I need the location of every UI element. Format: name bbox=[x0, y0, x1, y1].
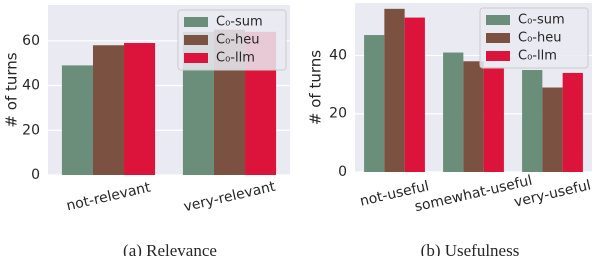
legend-swatch bbox=[184, 35, 208, 45]
legend-swatch bbox=[184, 53, 208, 63]
legend-label: C₀-heu bbox=[216, 33, 259, 48]
caption: (a) Relevance bbox=[123, 241, 217, 256]
x-tick-label: not-relevant bbox=[65, 179, 153, 214]
legend-swatch bbox=[184, 17, 208, 27]
legend-label: C₀-sum bbox=[518, 13, 565, 28]
bar bbox=[443, 52, 464, 172]
legend-label: C₀-sum bbox=[216, 15, 263, 30]
legend-label: C₀-heu bbox=[518, 31, 561, 46]
legend-label: C₀-llm bbox=[216, 51, 255, 66]
x-tick-label: very-relevant bbox=[182, 179, 277, 216]
legend-swatch bbox=[486, 33, 510, 43]
y-tick-label: 20 bbox=[329, 106, 347, 122]
bar bbox=[92, 45, 125, 176]
bar bbox=[483, 67, 504, 172]
y-axis-label: # of turns bbox=[307, 50, 325, 125]
caption: (b) Usefulness bbox=[421, 241, 520, 256]
y-tick-label: 20 bbox=[22, 122, 40, 138]
bar bbox=[522, 70, 543, 172]
bar bbox=[404, 17, 425, 172]
bar bbox=[124, 43, 156, 175]
y-tick-label: 40 bbox=[329, 47, 347, 63]
legend-swatch bbox=[486, 15, 510, 25]
bar bbox=[562, 72, 583, 172]
y-axis-label: # of turns bbox=[3, 52, 21, 127]
bar bbox=[384, 8, 405, 172]
legend-swatch bbox=[486, 51, 510, 61]
bar bbox=[364, 35, 385, 172]
legend-label: C₀-llm bbox=[518, 49, 557, 64]
bar bbox=[542, 87, 563, 172]
y-tick-label: 0 bbox=[338, 164, 347, 180]
bar bbox=[463, 61, 484, 172]
y-tick-label: 0 bbox=[31, 167, 40, 183]
y-tick-label: 40 bbox=[22, 78, 40, 94]
y-tick-label: 60 bbox=[22, 33, 40, 49]
bar bbox=[61, 65, 93, 175]
